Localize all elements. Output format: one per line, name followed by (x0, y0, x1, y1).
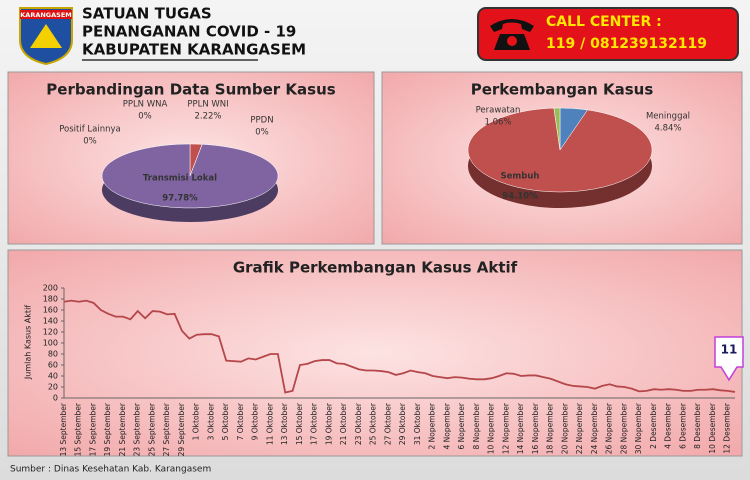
x-tick-label: 29 September (177, 402, 186, 456)
x-tick-label: 6 Desember (678, 402, 687, 449)
x-tick-label: 16 Nopember (531, 402, 540, 454)
y-tick-label: 180 (43, 295, 58, 304)
x-tick-label: 22 Nopember (575, 402, 584, 454)
slice-label: PPLN WNI (187, 100, 228, 110)
chart-title: Perbandingan Data Sumber Kasus (46, 81, 336, 99)
x-tick-label: 25 Oktober (369, 402, 378, 445)
x-tick-label: 25 September (147, 402, 156, 456)
chart-title: Grafik Perkembangan Kasus Aktif (233, 259, 518, 277)
x-tick-label: 14 Nopember (516, 402, 525, 454)
y-axis-label: Jumlah Kasus Aktif (24, 305, 33, 380)
slice-label: Positif Lainnya (59, 125, 121, 135)
slice-label: Meninggal (646, 112, 690, 122)
call-center-label: CALL CENTER : (546, 14, 662, 30)
x-tick-label: 5 Oktober (221, 402, 230, 440)
x-tick-label: 20 Nopember (560, 402, 569, 454)
y-tick-label: 100 (43, 339, 58, 348)
x-tick-label: 29 Oktober (398, 402, 407, 445)
x-tick-label: 15 September (74, 402, 83, 456)
x-tick-label: 13 Oktober (280, 402, 289, 445)
annotation: 11 (721, 342, 738, 356)
y-tick-label: 120 (43, 328, 58, 337)
x-tick-label: 17 September (88, 402, 97, 456)
line-series (63, 299, 736, 394)
x-tick-label: 6 Nopember (457, 402, 466, 449)
slice-value-label: 97.78% (162, 194, 198, 204)
slice-label: Perawatan (476, 106, 521, 116)
x-tick-label: 8 Desember (693, 402, 702, 449)
x-tick-label: 2 Desember (649, 402, 658, 449)
slice-value-label: 94.10% (502, 192, 538, 202)
x-tick-label: 10 Desember (708, 402, 717, 454)
x-tick-label: 24 Nopember (590, 402, 599, 454)
x-tick-label: 19 Oktober (324, 402, 333, 445)
slice-value-label: 0% (83, 137, 97, 147)
slice-label: PPLN WNA (123, 100, 168, 110)
x-tick-label: 12 Desember (723, 402, 732, 454)
x-tick-label: 26 Nopember (605, 402, 614, 454)
y-tick-label: 200 (43, 284, 58, 293)
y-tick-label: 60 (48, 361, 58, 370)
x-tick-label: 28 Nopember (619, 402, 628, 454)
header-line: KABUPATEN KARANGASEM (82, 41, 306, 59)
header-line: PENANGANAN COVID - 19 (82, 23, 296, 41)
x-tick-label: 31 Oktober (413, 402, 422, 445)
pie-slice (467, 107, 653, 193)
x-tick-label: 13 September (59, 402, 68, 456)
slice-value-label: 4.84% (654, 124, 681, 134)
x-tick-label: 21 September (118, 402, 127, 456)
x-tick-label: 15 Oktober (295, 402, 304, 445)
y-tick-label: 80 (48, 350, 58, 359)
source: Sumber : Dinas Kesehatan Kab. Karangasem (10, 465, 211, 475)
pie-slice (101, 143, 279, 209)
logo-text: KARANGASEM (20, 11, 72, 19)
slice-value-label: 0% (138, 112, 152, 122)
x-tick-label: 27 Oktober (383, 402, 392, 445)
slice-value-label: 1.06% (484, 118, 511, 128)
panel (7, 249, 743, 457)
x-tick-label: 11 Oktober (265, 402, 274, 445)
logo-band (20, 10, 72, 19)
slice-value-label: 2.22% (194, 112, 221, 122)
y-tick-label: 20 (48, 383, 58, 392)
x-tick-label: 8 Nopember (472, 402, 481, 449)
header-line: SATUAN TUGAS (82, 5, 212, 23)
slice-label: Sembuh (501, 172, 540, 182)
x-tick-label: 1 Oktober (192, 402, 201, 440)
logo-emblem (30, 24, 62, 48)
x-tick-label: 21 Oktober (339, 402, 348, 445)
x-tick-label: 4 Nopember (442, 402, 451, 449)
phone-dial (507, 36, 517, 46)
pie-slice (553, 107, 561, 151)
x-tick-label: 27 September (162, 402, 171, 456)
slice-value-label: 0% (255, 128, 269, 138)
x-tick-label: 17 Oktober (310, 402, 319, 445)
slice-label: Transmisi Lokal (143, 174, 217, 184)
x-tick-label: 23 Oktober (354, 402, 363, 445)
y-tick-label: 140 (43, 317, 58, 326)
x-tick-label: 19 September (103, 402, 112, 456)
x-tick-label: 18 Nopember (546, 402, 555, 454)
x-tick-label: 4 Desember (664, 402, 673, 449)
call-center-number: 119 / 081239132119 (546, 36, 707, 52)
y-tick-label: 40 (48, 372, 58, 381)
y-tick-label: 0 (53, 394, 58, 403)
x-tick-label: 2 Nopember (428, 402, 437, 449)
x-tick-label: 7 Oktober (236, 402, 245, 440)
x-tick-label: 23 September (133, 402, 142, 456)
annotation-callout (714, 336, 744, 382)
x-tick-label: 9 Oktober (251, 402, 260, 440)
phone-icon (490, 19, 534, 50)
x-tick-label: 12 Nopember (501, 402, 510, 454)
slice-label: PPDN (250, 116, 273, 126)
y-tick-label: 160 (43, 306, 58, 315)
chart-title: Perkembangan Kasus (471, 81, 654, 99)
x-tick-label: 3 Oktober (206, 402, 215, 440)
x-tick-label: 30 Nopember (634, 402, 643, 454)
call-center-box (477, 7, 739, 61)
x-tick-label: 10 Nopember (487, 402, 496, 454)
